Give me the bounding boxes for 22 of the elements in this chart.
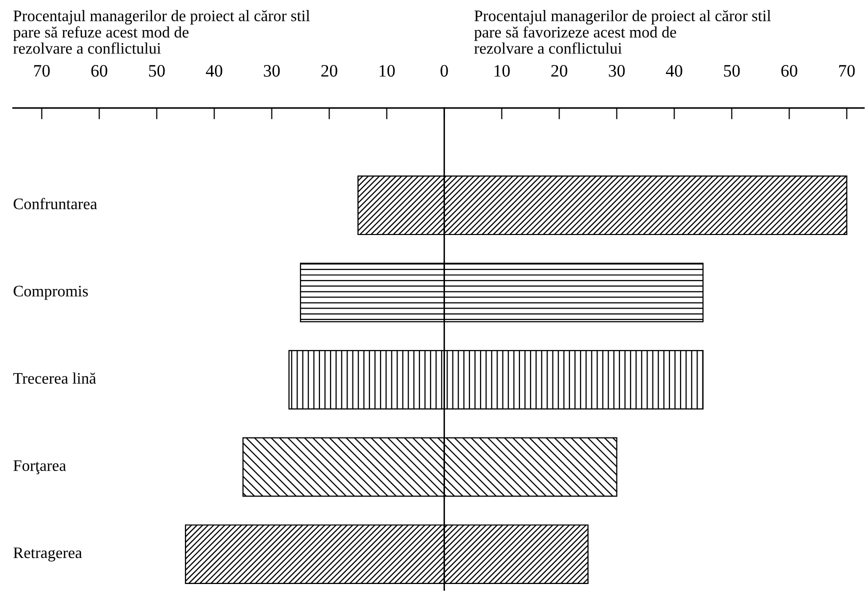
x-tick-label: 10 — [380, 64, 395, 77]
x-tick-label: 20 — [551, 64, 568, 77]
text: Procentajul managerilor de proiect al căror stil pare să favorizeze acest mod de rezolvare a conflictului — [474, 10, 771, 54]
x-tick-label: 40 — [666, 64, 682, 77]
x-tick-label: 40 — [206, 64, 222, 77]
x-tick-label: 70 — [839, 64, 855, 77]
y-tick-label: Confruntarea — [14, 198, 98, 210]
x-tick-label: 50 — [149, 64, 165, 77]
y-tick-label: Retragerea — [13, 548, 82, 562]
y-tick-label: Compromis — [14, 286, 88, 300]
x-tick-label: 50 — [724, 64, 740, 77]
x-tick-label: 30 — [608, 64, 625, 77]
y-tick-label: Trecerea lină — [13, 372, 96, 384]
text: Procentajul managerilor de proiect al căror stil pare să refuze acest mod de rezolvare a conflictului — [13, 10, 310, 54]
x-tick-label: 60 — [781, 64, 798, 77]
x-tick-label: 10 — [494, 64, 510, 77]
x-tick-label: 20 — [321, 64, 338, 77]
x-tick-label: 60 — [91, 64, 108, 77]
x-tick-label: 30 — [264, 64, 280, 77]
y-tick-label: Forţarea — [13, 460, 66, 474]
x-tick-label: 70 — [34, 64, 50, 77]
x-tick-label: 0 — [440, 64, 448, 77]
